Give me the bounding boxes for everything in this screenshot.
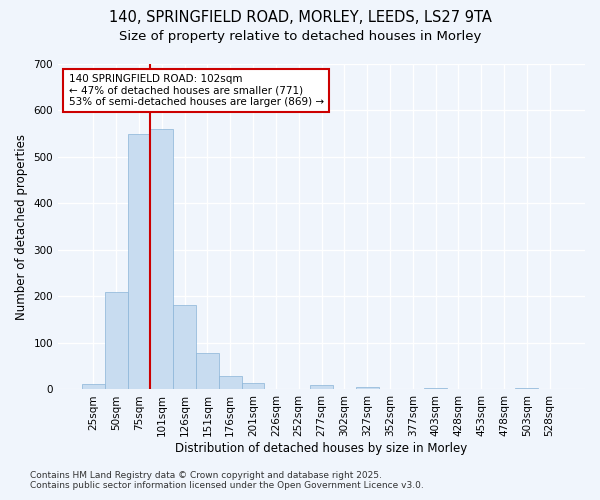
Bar (196, 353, 219, 390)
Bar (515, 388, 538, 390)
Bar (82, 384, 105, 390)
Text: 140, SPRINGFIELD ROAD, MORLEY, LEEDS, LS27 9TA: 140, SPRINGFIELD ROAD, MORLEY, LEEDS, LS… (109, 10, 491, 25)
Text: Contains HM Land Registry data © Crown copyright and database right 2025.
Contai: Contains HM Land Registry data © Crown c… (30, 470, 424, 490)
Y-axis label: Number of detached properties: Number of detached properties (15, 134, 28, 320)
Text: Size of property relative to detached houses in Morley: Size of property relative to detached ho… (119, 30, 481, 43)
Bar (424, 388, 447, 390)
Bar (151, 129, 173, 390)
Bar (219, 376, 242, 390)
X-axis label: Distribution of detached houses by size in Morley: Distribution of detached houses by size … (175, 442, 467, 455)
Text: 140 SPRINGFIELD ROAD: 102sqm
← 47% of detached houses are smaller (771)
53% of s: 140 SPRINGFIELD ROAD: 102sqm ← 47% of de… (68, 74, 324, 107)
Bar (356, 387, 379, 390)
Bar (242, 384, 265, 390)
Bar (310, 385, 333, 390)
Bar (128, 134, 151, 390)
Bar (173, 305, 196, 390)
Bar (105, 292, 128, 390)
